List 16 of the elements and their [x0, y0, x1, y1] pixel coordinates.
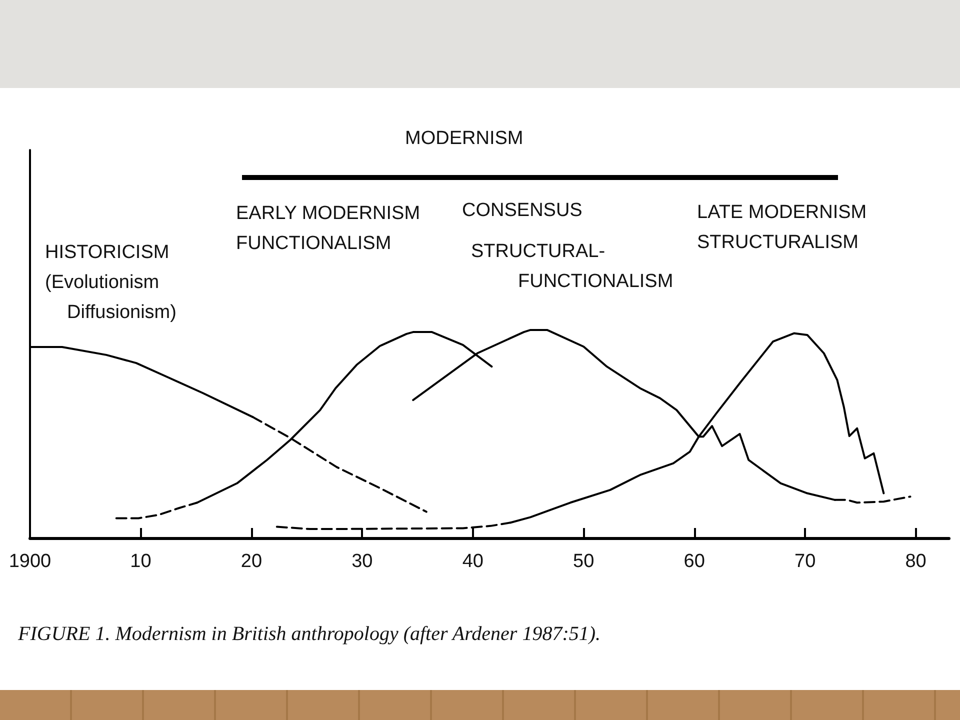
text: LATE MODERNISM STRUCTURALISM	[697, 201, 867, 255]
x-tick-label: 80	[905, 551, 926, 572]
x-tick-label: 30	[352, 551, 373, 572]
x-tick-label: 1900	[8, 551, 52, 572]
x-tick-label: 10	[130, 551, 152, 572]
text: MODERNISM	[405, 127, 524, 151]
x-tick-label: 20	[240, 551, 262, 572]
x-tick-label: 50	[573, 551, 594, 572]
x-tick-label: 70	[794, 551, 816, 572]
x-tick-label: 60	[684, 551, 705, 572]
text: HISTORICISM (Evolutionism Diffusionism)	[45, 241, 176, 325]
text: EARLY MODERNISM FUNCTIONALISM	[236, 202, 420, 256]
text: STRUCTURAL- FUNCTIONALISM	[471, 240, 674, 294]
caption: FIGURE 1. Modernism in British anthropology (after Ardener 1987:51).	[18, 622, 601, 647]
x-tick-label: 40	[462, 551, 484, 572]
text: CONSENSUS	[462, 199, 582, 223]
